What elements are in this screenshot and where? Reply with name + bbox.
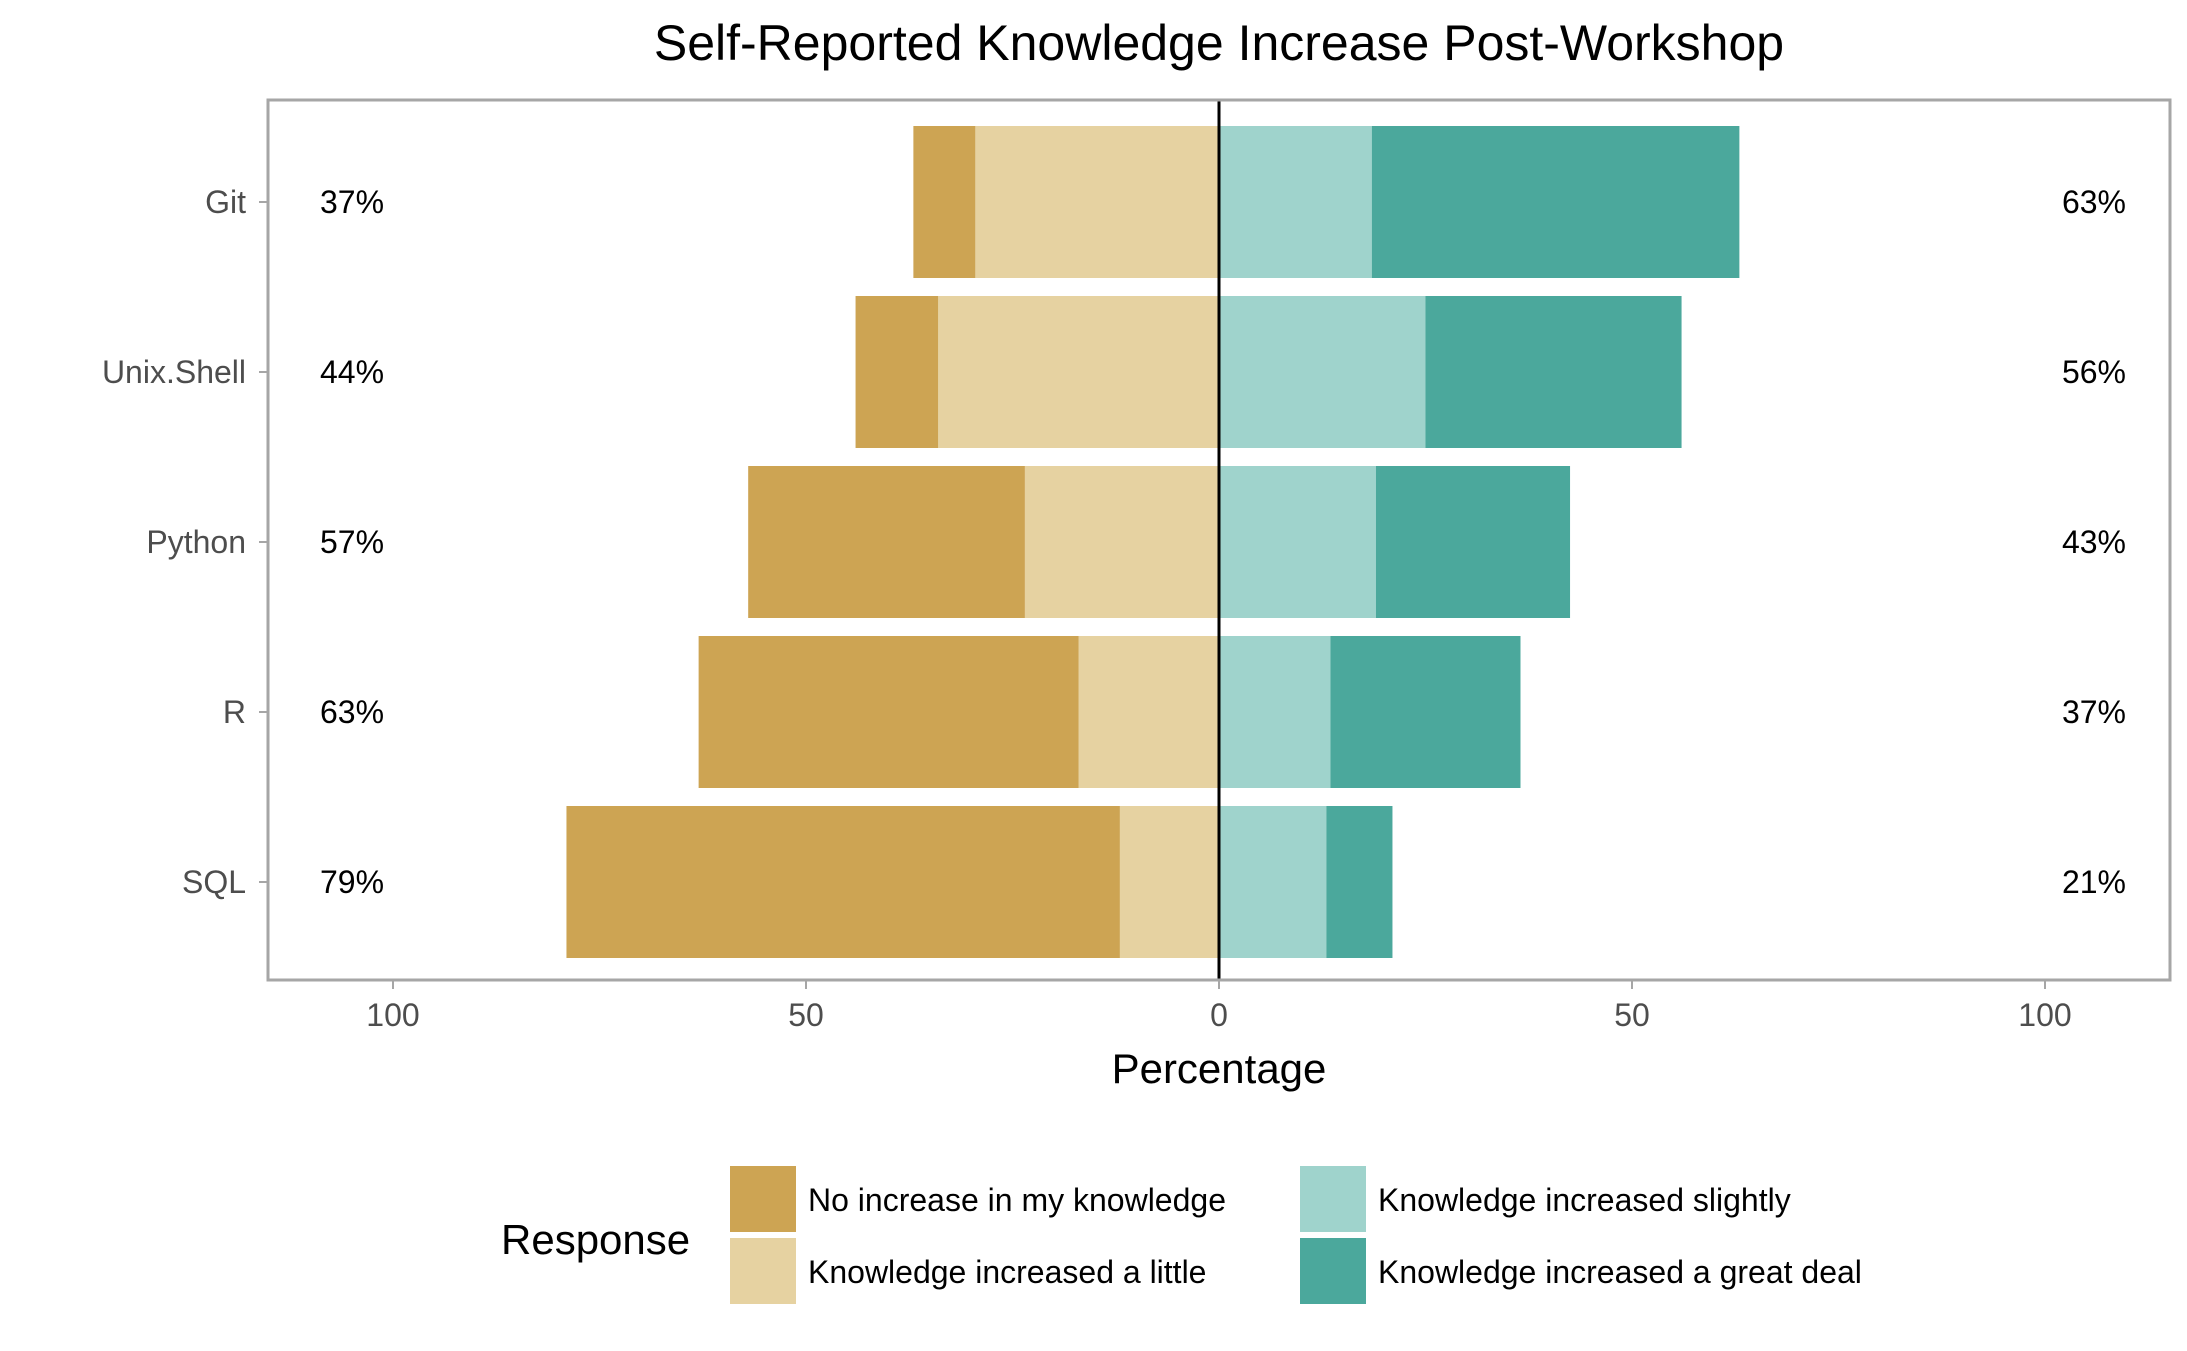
percent-labels: 37% 63% 44% 56% 57% 43% 63% 37% 79% 21% [320, 184, 2126, 900]
x-tick-label: 0 [1210, 997, 1228, 1033]
left-percent-label: 44% [320, 354, 384, 390]
y-tick-label: Python [146, 524, 246, 560]
bar-segment [1326, 806, 1393, 958]
bar-segment [1219, 806, 1327, 958]
legend-label: Knowledge increased a great deal [1378, 1254, 1862, 1290]
bar-segment [1119, 806, 1219, 958]
legend-key [1300, 1238, 1366, 1304]
y-tick-label: SQL [182, 864, 246, 900]
left-percent-label: 37% [320, 184, 384, 220]
bar-segment [1330, 636, 1521, 788]
chart-title: Self-Reported Knowledge Increase Post-Wo… [654, 15, 1784, 71]
bar-segment [1219, 636, 1331, 788]
legend-key [1300, 1166, 1366, 1232]
bars [566, 126, 1740, 958]
bar-segment [938, 296, 1219, 448]
y-tick-label: R [223, 694, 246, 730]
legend-title: Response [501, 1216, 690, 1263]
bar-segment [1219, 466, 1376, 618]
legend-label: Knowledge increased slightly [1378, 1182, 1791, 1218]
y-axis-labels: Git Unix.Shell Python R SQL [102, 184, 268, 900]
legend-key [730, 1238, 796, 1304]
right-percent-label: 63% [2062, 184, 2126, 220]
bar-segment [913, 126, 976, 278]
bar-segment [1078, 636, 1219, 788]
bar-segment [1371, 126, 1740, 278]
bar-segment [748, 466, 1025, 618]
bar-segment [1024, 466, 1219, 618]
bar-segment [1219, 126, 1372, 278]
left-percent-label: 79% [320, 864, 384, 900]
left-percent-label: 63% [320, 694, 384, 730]
x-axis-title: Percentage [1112, 1045, 1327, 1092]
bar-segment [1375, 466, 1571, 618]
bar-segment [855, 296, 939, 448]
y-tick-label: Unix.Shell [102, 354, 246, 390]
bar-segment [1219, 296, 1426, 448]
bar-segment [698, 636, 1079, 788]
x-tick-label: 100 [2018, 997, 2071, 1033]
bar-segment [566, 806, 1120, 958]
bar-segment [975, 126, 1219, 278]
right-percent-label: 56% [2062, 354, 2126, 390]
x-tick-label: 50 [788, 997, 824, 1033]
left-percent-label: 57% [320, 524, 384, 560]
legend: Response No increase in my knowledge Know… [501, 1166, 1862, 1304]
x-tick-label: 100 [366, 997, 419, 1033]
legend-label: Knowledge increased a little [808, 1254, 1206, 1290]
x-axis-labels: 100 50 0 50 100 [366, 980, 2072, 1033]
right-percent-label: 43% [2062, 524, 2126, 560]
y-tick-label: Git [205, 184, 246, 220]
right-percent-label: 37% [2062, 694, 2126, 730]
legend-key [730, 1166, 796, 1232]
legend-label: No increase in my knowledge [808, 1182, 1226, 1218]
bar-segment [1425, 296, 1682, 448]
x-tick-label: 50 [1614, 997, 1650, 1033]
right-percent-label: 21% [2062, 864, 2126, 900]
